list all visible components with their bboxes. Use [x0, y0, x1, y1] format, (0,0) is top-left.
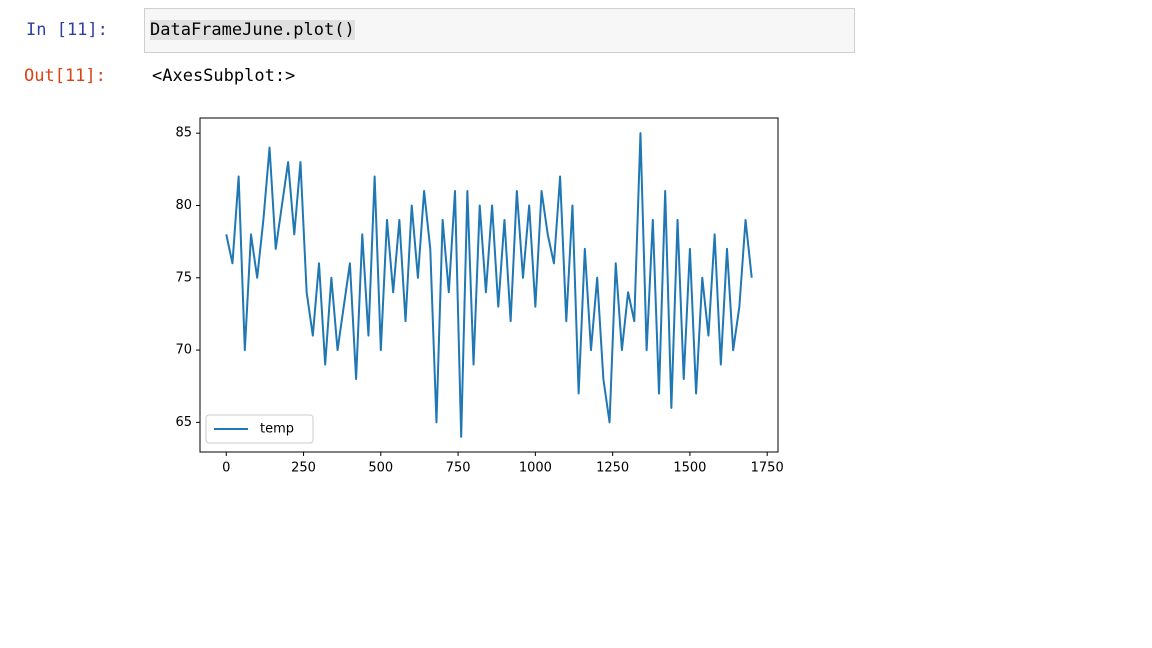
code[interactable]: DataFrameJune.plot() — [150, 20, 355, 40]
y-tick-label: 80 — [175, 198, 192, 213]
x-tick-label: 0 — [222, 461, 230, 476]
x-tick-label: 1000 — [519, 461, 552, 476]
legend-label: temp — [260, 422, 294, 437]
y-tick-label: 75 — [175, 270, 192, 285]
line — [225, 132, 753, 438]
x-tick-label: 500 — [368, 461, 393, 476]
axes-frame — [199, 117, 779, 453]
legend-box — [205, 414, 314, 444]
y-tick-label: 65 — [175, 415, 192, 430]
x-tick-label: 1250 — [596, 461, 629, 476]
x-tick-label: 1750 — [751, 461, 784, 476]
y-tick-label: 85 — [175, 126, 192, 141]
in-prompt: In [11]: — [26, 20, 108, 40]
y-tick-label: 70 — [175, 343, 192, 358]
out-prompt: Out[11]: — [24, 66, 106, 86]
output-text: <AxesSubplot:> — [152, 66, 296, 86]
x-tick-label: 1500 — [673, 461, 706, 476]
x-tick-label: 750 — [446, 461, 471, 476]
x-tick-label: 250 — [291, 461, 316, 476]
